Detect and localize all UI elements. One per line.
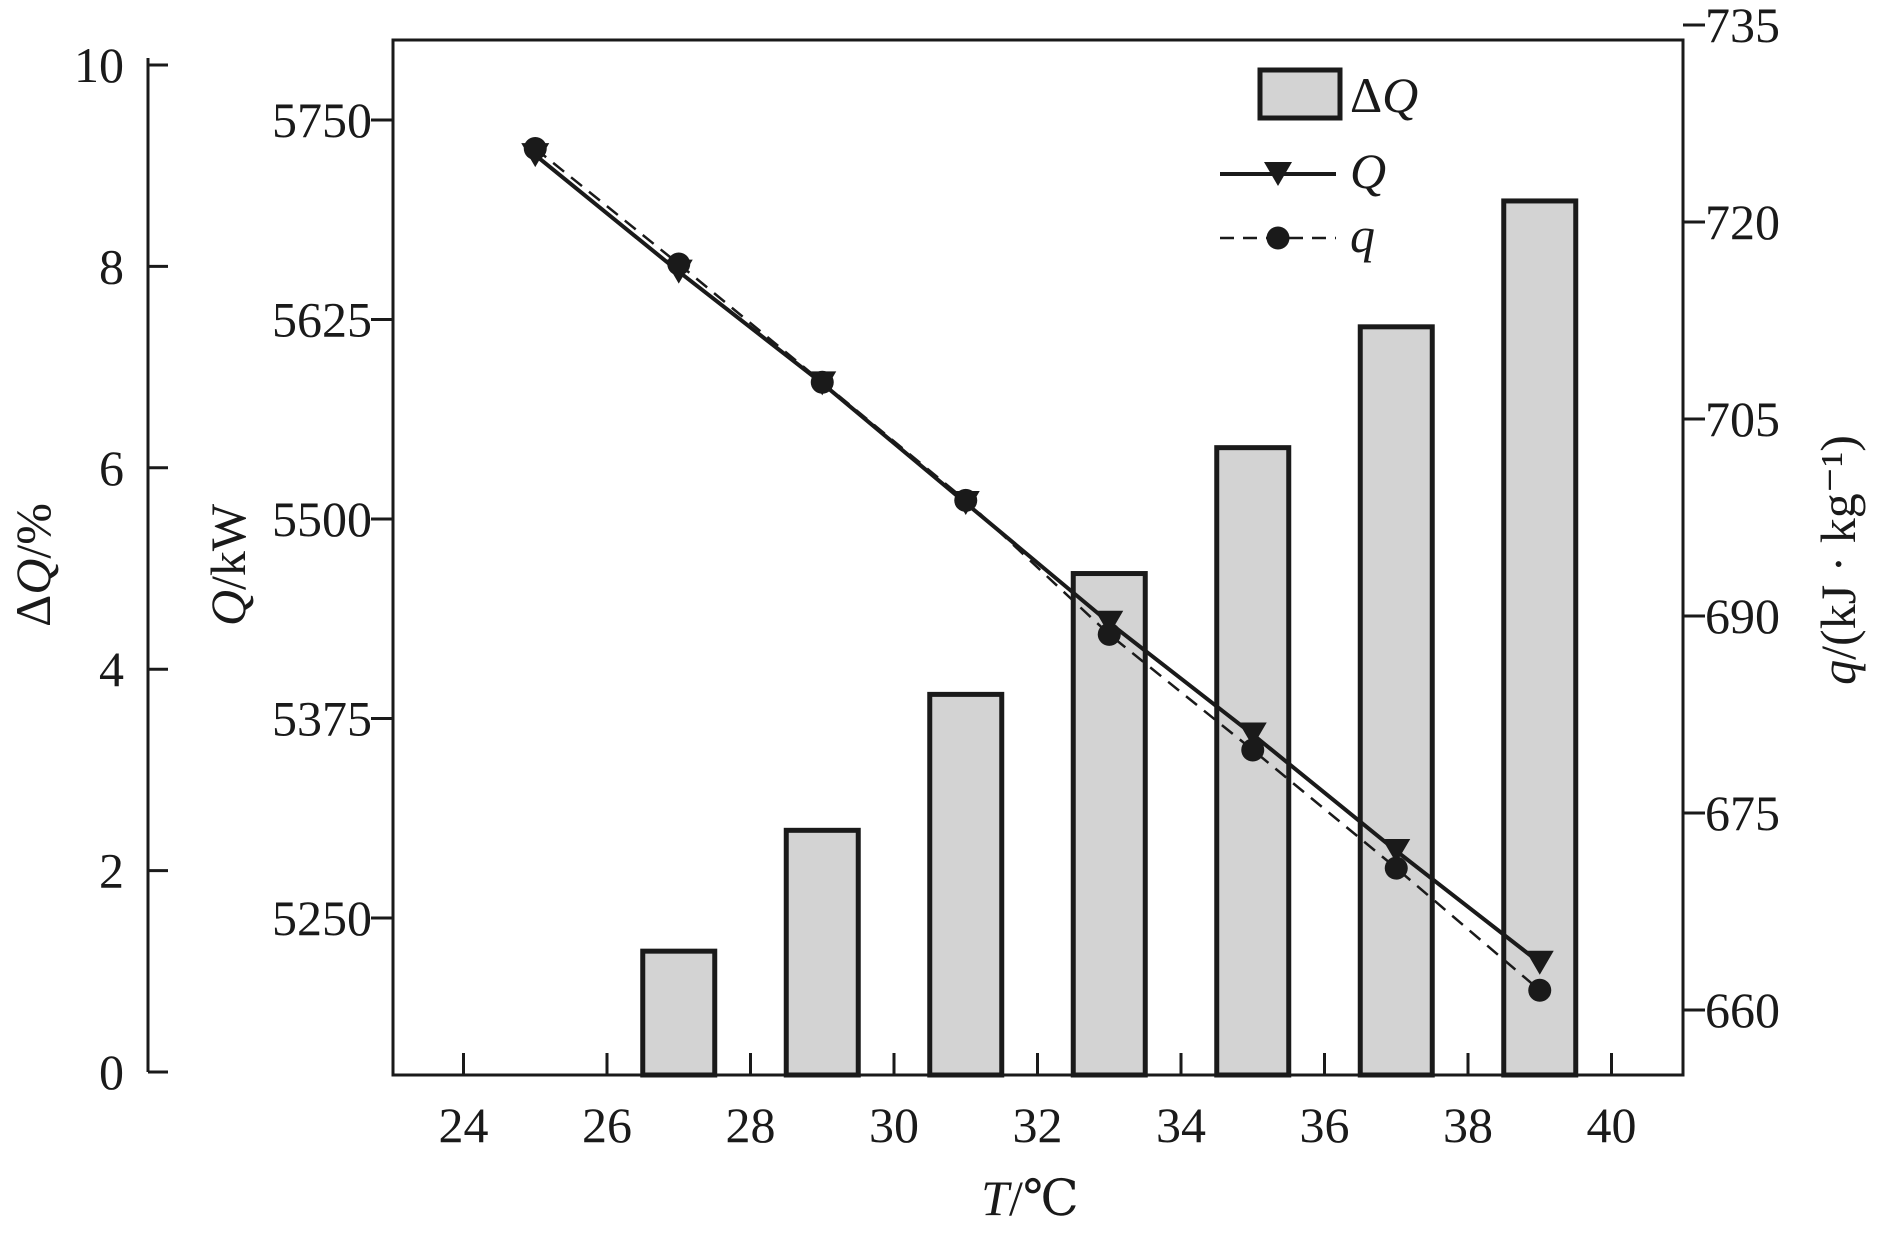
q-tick-label: 675: [1705, 785, 1780, 841]
marker-q: [954, 488, 978, 512]
dq-bar: [783, 827, 861, 1078]
Q-tick-label: 5500: [272, 491, 372, 547]
dq-bar: [1357, 324, 1435, 1078]
marker-q: [667, 252, 691, 276]
legend-swatch-dq: [1257, 67, 1343, 121]
legend: ΔQ Qq: [1220, 67, 1418, 263]
series-lines: [521, 136, 1554, 1002]
dq-tick-label: 8: [99, 238, 124, 294]
marker-q: [1097, 622, 1121, 646]
dq-bar: [1501, 198, 1579, 1078]
x-tick-label: 40: [1587, 1097, 1637, 1153]
legend-label-q: q: [1350, 207, 1375, 263]
Q-tick-label: 5250: [272, 890, 372, 946]
q-tick-label: 720: [1705, 194, 1780, 250]
marker-Q: [1525, 950, 1554, 975]
x-tick-label: 36: [1300, 1097, 1350, 1153]
legend-label-Q: Q: [1350, 143, 1386, 199]
Q-ticks: 5250 5375 5500 5625 5750: [272, 92, 393, 946]
Q-tick-label: 5625: [272, 292, 372, 348]
dq-tick-label: 6: [99, 440, 124, 496]
series-line-q: [534, 147, 1541, 992]
marker-Q: [1095, 610, 1124, 635]
q-tick-label: 705: [1705, 391, 1780, 447]
x-tick-label: 38: [1443, 1097, 1493, 1153]
dq-bar: [1070, 571, 1148, 1078]
marker-q: [1528, 978, 1552, 1002]
dq-axis: 0 2 4 6 8 10 ΔQ/%: [5, 37, 168, 1100]
x-tick-label: 28: [726, 1097, 776, 1153]
x-tick-label: 30: [869, 1097, 919, 1153]
q-ticks: 660 675 690 705 720 735: [1683, 0, 1780, 1038]
marker-q: [810, 370, 834, 394]
q-tick-label: 660: [1705, 982, 1780, 1038]
legend-marker-Q: [1264, 162, 1292, 186]
dq-bar: [640, 948, 718, 1078]
dq-bars: [640, 198, 1579, 1078]
legend-label-dq: ΔQ: [1350, 67, 1418, 123]
dq-tick-label: 4: [99, 641, 124, 697]
Q-tick-label: 5750: [272, 92, 372, 148]
dq-tick-label: 0: [99, 1044, 124, 1100]
marker-Q: [1382, 838, 1411, 863]
marker-Q: [1238, 722, 1267, 747]
dq-ticks: 0 2 4 6 8 10: [74, 37, 168, 1100]
marker-q: [1241, 738, 1265, 762]
q-tick-label: 690: [1705, 588, 1780, 644]
Q-axis: 5250 5375 5500 5625 5750 Q/kW: [200, 92, 393, 946]
legend-marker-q: [1266, 226, 1290, 250]
dq-bar: [927, 691, 1005, 1078]
x-tick-label: 34: [1156, 1097, 1206, 1153]
x-tick-label: 32: [1013, 1097, 1063, 1153]
q-tick-label: 735: [1705, 0, 1780, 53]
Q-tick-label: 5375: [272, 691, 372, 747]
x-tick-label: 26: [582, 1097, 632, 1153]
q-axis-title: q/(kJ · kg⁻¹): [1810, 435, 1866, 685]
x-ticks: 24 26 28 30 32 34 36 38 40: [439, 1053, 1637, 1153]
x-axis-title: T/℃: [981, 1170, 1079, 1226]
dq-tick-label: 2: [99, 843, 124, 899]
Q-axis-title: Q/kW: [200, 503, 256, 626]
series-line-Q: [533, 153, 1541, 965]
dq-axis-title: ΔQ/%: [5, 503, 61, 627]
dq-tick-label: 10: [74, 37, 124, 93]
x-tick-label: 24: [439, 1097, 489, 1153]
marker-q: [1384, 856, 1408, 880]
marker-q: [523, 136, 547, 160]
